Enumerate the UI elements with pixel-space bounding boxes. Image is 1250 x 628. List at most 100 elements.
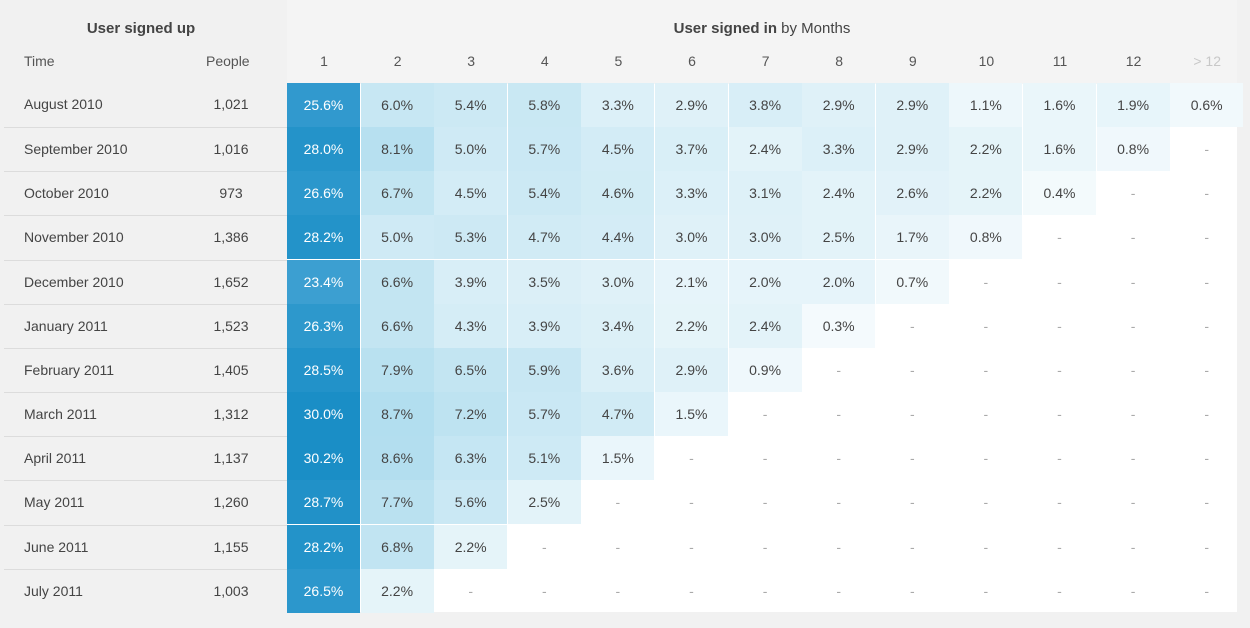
month-header-8[interactable]: 8 (835, 53, 844, 69)
retention-cell: 4.7% (507, 215, 581, 260)
retention-cell: 5.8% (507, 83, 581, 127)
retention-cell: - (983, 450, 989, 467)
retention-cell: 2.2% (655, 303, 728, 348)
retention-cell: 2.0% (802, 259, 876, 304)
month-header-2[interactable]: 2 (393, 53, 402, 69)
retention-cell: 3.1% (728, 171, 802, 216)
retention-cell: 7.9% (360, 347, 434, 392)
signin-title-bold: User signed in (673, 20, 777, 37)
retention-cell: - (1057, 582, 1062, 599)
retention-cell: 3.5% (507, 259, 581, 304)
cohort-month-label: December 2010 (24, 273, 124, 290)
retention-cell: 23.4% (287, 259, 360, 304)
retention-cell: - (983, 538, 989, 555)
retention-cell: 0.8% (949, 215, 1023, 260)
retention-cell: 5.1% (507, 436, 581, 481)
cohort-label-panel (4, 0, 287, 612)
month-header-6[interactable]: 6 (688, 53, 696, 69)
retention-cell: 1.6% (1023, 127, 1096, 172)
retention-cell: 2.2% (949, 171, 1023, 216)
retention-cell: 3.9% (434, 259, 508, 304)
time-column-header[interactable]: Time (24, 53, 55, 69)
cohort-people-count: 1,652 (213, 273, 249, 290)
retention-cell: 3.3% (655, 171, 728, 216)
retention-cell: 2.9% (655, 83, 728, 127)
retention-cell: 2.2% (360, 568, 434, 613)
retention-cell: 1.7% (875, 215, 949, 260)
retention-cell: 3.3% (581, 83, 655, 127)
retention-cell: - (762, 582, 768, 599)
retention-cell: 1.9% (1096, 83, 1170, 127)
retention-cell: 28.2% (287, 215, 360, 260)
retention-cell: 6.6% (360, 303, 434, 348)
month-header-9[interactable]: 9 (908, 53, 917, 69)
retention-cell: - (1204, 538, 1210, 555)
retention-cell: 5.3% (434, 215, 508, 260)
retention-cell: - (983, 406, 989, 423)
retention-cell: - (1057, 229, 1062, 246)
retention-cell: - (836, 494, 842, 511)
retention-cell: - (1204, 273, 1210, 290)
retention-cell: - (1204, 229, 1210, 246)
cohort-month-label: June 2011 (24, 538, 89, 555)
retention-cell: - (1204, 450, 1210, 467)
month-header-10[interactable]: 10 (978, 53, 995, 69)
retention-cell: - (909, 538, 915, 555)
month-header-3[interactable]: 3 (467, 53, 476, 69)
retention-cell: - (836, 361, 842, 378)
retention-cell: - (909, 450, 915, 467)
retention-cell: - (1057, 317, 1062, 334)
people-column-header[interactable]: People (206, 53, 250, 69)
retention-cell: 3.0% (581, 259, 655, 304)
month-header-5[interactable]: 5 (614, 53, 623, 69)
retention-cell: 1.5% (581, 436, 655, 481)
retention-cell: 2.9% (875, 83, 949, 127)
retention-cell: 30.0% (287, 392, 360, 437)
retention-cell: 4.3% (434, 303, 508, 348)
retention-cell: 2.2% (434, 524, 508, 569)
month-header-7[interactable]: 7 (761, 53, 770, 69)
cohort-month-label: September 2010 (24, 141, 128, 158)
retention-cell: 28.2% (287, 524, 360, 569)
retention-cell: 26.3% (287, 303, 360, 348)
retention-cell: 8.1% (360, 127, 434, 172)
cohort-people-count: 1,021 (213, 96, 249, 112)
retention-cell: - (1057, 494, 1062, 511)
retention-cell: - (1057, 361, 1062, 378)
month-header-13[interactable]: > 12 (1193, 53, 1221, 69)
retention-cell: - (1130, 450, 1136, 467)
retention-cell: - (983, 317, 989, 334)
retention-cell: 5.0% (434, 127, 508, 172)
grid-header-band (287, 0, 1237, 84)
month-header-4[interactable]: 4 (540, 53, 549, 69)
retention-cell: - (615, 582, 621, 599)
retention-cell: - (689, 450, 694, 467)
cohort-row: December 2010 1,652 (4, 259, 287, 305)
retention-cell: 26.6% (287, 171, 360, 216)
retention-cell: 6.3% (434, 436, 508, 481)
retention-cell: 2.4% (802, 171, 876, 216)
retention-cell: 4.6% (581, 171, 655, 216)
retention-cell: 6.5% (434, 347, 508, 392)
cohort-row: January 2011 1,523 (4, 303, 287, 349)
month-header-12[interactable]: 12 (1125, 53, 1142, 69)
retention-cell: - (983, 273, 989, 290)
month-header-1[interactable]: 1 (320, 53, 328, 69)
retention-cell: 3.3% (802, 127, 876, 172)
cohort-row: October 2010 973 (4, 171, 287, 216)
cohort-row: February 2011 1,405 (4, 347, 287, 393)
cohort-people-count: 1,260 (213, 494, 249, 511)
cohort-row: August 2010 1,021 (4, 83, 287, 127)
retention-cell: - (836, 450, 842, 467)
cohort-row: November 2010 1,386 (4, 215, 287, 260)
retention-cell: 2.6% (875, 171, 949, 216)
retention-cell: 0.3% (802, 303, 876, 348)
retention-cell: 28.0% (287, 127, 360, 172)
retention-cell: 0.7% (875, 259, 949, 304)
retention-cell: - (1057, 406, 1062, 423)
cohort-people-count: 1,016 (213, 141, 249, 158)
month-header-11[interactable]: 11 (1052, 53, 1068, 69)
cohort-month-label: April 2011 (24, 450, 87, 467)
retention-cell: 2.4% (728, 303, 802, 348)
